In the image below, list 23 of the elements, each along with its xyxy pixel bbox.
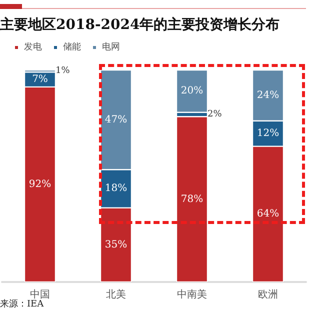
data-label: 47% [104,114,128,126]
data-label: 2% [208,110,222,120]
x-tick-label: 欧洲 [258,288,278,300]
legend-label: 电网 [102,42,120,52]
data-label: 18% [104,183,128,194]
data-label: 92% [28,178,52,190]
data-label: 1% [56,66,70,76]
legend-label: 储能 [63,42,81,52]
legend-label: 发电 [24,42,42,52]
bar [176,70,208,112]
data-label: 35% [104,239,128,250]
bar [176,116,208,282]
x-tick-label: 北美 [106,288,126,300]
x-tick-label: 中国 [30,288,50,300]
data-label: 24% [256,90,280,101]
data-label: 78% [180,194,204,205]
data-label: 12% [256,128,280,140]
data-label: 64% [256,208,280,220]
x-tick-label: 中南美 [177,288,207,300]
chart-title: 主要地区2018-2024年的主要投资增长分布 [0,16,280,33]
data-label: 7% [32,74,48,86]
source-note: 来源：IEA [0,298,44,310]
data-label: 20% [180,86,204,97]
